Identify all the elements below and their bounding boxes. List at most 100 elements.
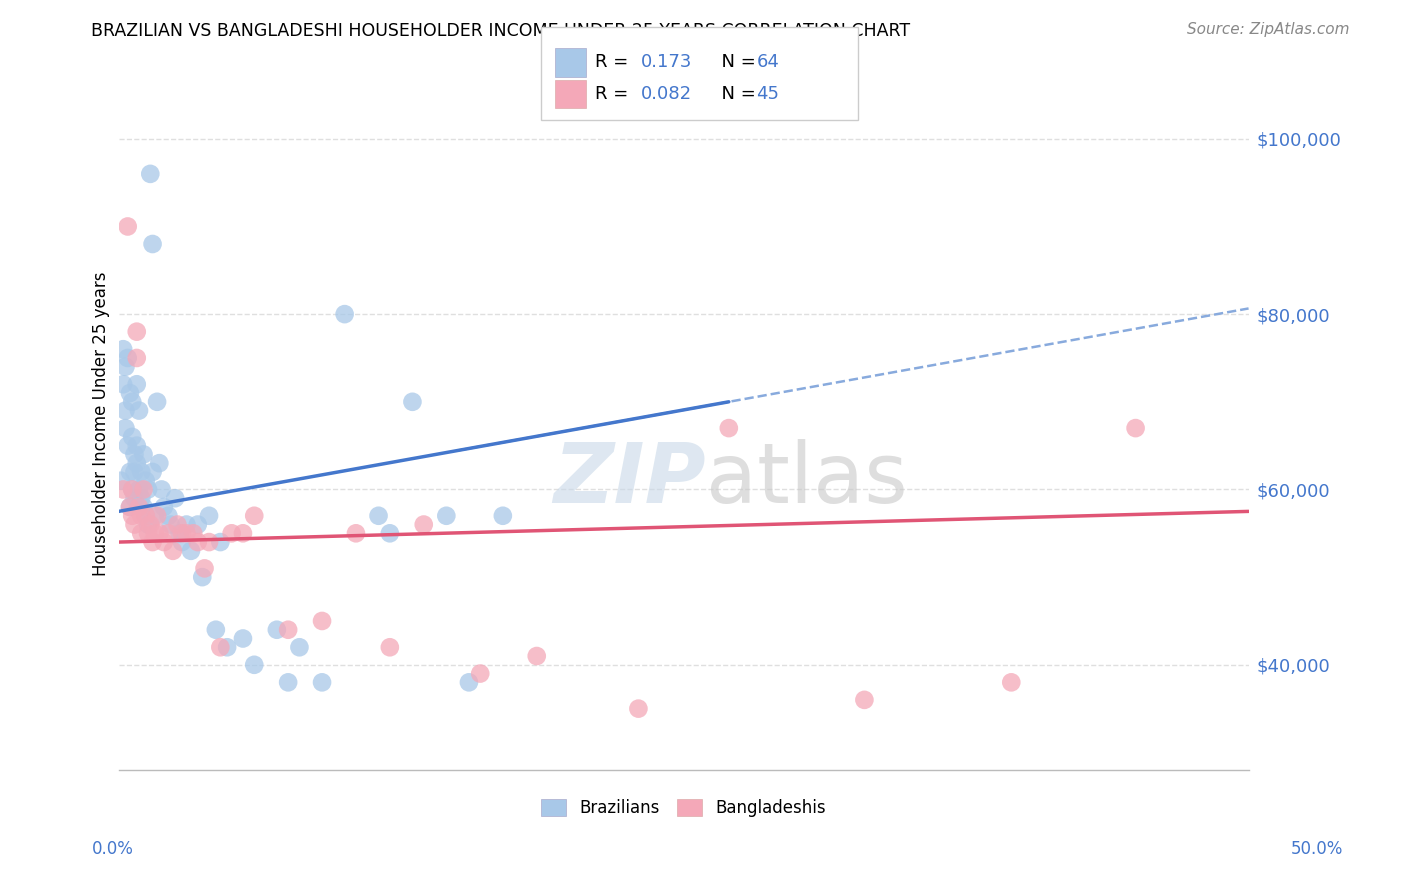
- Text: N =: N =: [710, 86, 762, 103]
- Point: [232, 632, 254, 646]
- Point: [121, 483, 143, 497]
- Point: [124, 491, 146, 506]
- Y-axis label: Householder Income Under 25 years: Householder Income Under 25 years: [93, 271, 110, 576]
- Point: [139, 517, 162, 532]
- Point: [118, 500, 141, 514]
- Point: [117, 439, 139, 453]
- Point: [135, 508, 157, 523]
- Point: [165, 491, 187, 506]
- Point: [243, 508, 266, 523]
- Point: [112, 377, 135, 392]
- Point: [198, 508, 221, 523]
- Point: [146, 394, 169, 409]
- Point: [717, 421, 740, 435]
- Point: [166, 517, 188, 532]
- Point: [118, 386, 141, 401]
- Point: [169, 526, 191, 541]
- Point: [121, 508, 143, 523]
- Point: [153, 535, 176, 549]
- Point: [266, 623, 288, 637]
- Point: [243, 657, 266, 672]
- Point: [124, 517, 146, 532]
- Point: [157, 508, 180, 523]
- Point: [344, 526, 367, 541]
- Point: [136, 526, 159, 541]
- Point: [132, 447, 155, 461]
- Point: [627, 701, 650, 715]
- Point: [125, 325, 148, 339]
- Text: 50.0%: 50.0%: [1291, 840, 1343, 858]
- Point: [434, 508, 457, 523]
- Point: [148, 526, 170, 541]
- Point: [333, 307, 356, 321]
- Point: [129, 508, 152, 523]
- Point: [470, 666, 492, 681]
- Legend: Brazilians, Bangladeshis: Brazilians, Bangladeshis: [534, 792, 832, 824]
- Point: [221, 526, 243, 541]
- Point: [412, 517, 434, 532]
- Point: [125, 456, 148, 470]
- Point: [121, 483, 143, 497]
- Point: [125, 377, 148, 392]
- Point: [277, 623, 299, 637]
- Point: [180, 544, 202, 558]
- Point: [187, 535, 209, 549]
- Point: [176, 526, 198, 541]
- Point: [146, 508, 169, 523]
- Point: [121, 394, 143, 409]
- Point: [209, 640, 232, 655]
- Point: [277, 675, 299, 690]
- Text: 0.173: 0.173: [641, 54, 693, 71]
- Point: [139, 167, 162, 181]
- Point: [162, 544, 184, 558]
- Point: [401, 394, 423, 409]
- Point: [128, 483, 150, 497]
- Point: [143, 526, 166, 541]
- Text: BRAZILIAN VS BANGLADESHI HOUSEHOLDER INCOME UNDER 25 YEARS CORRELATION CHART: BRAZILIAN VS BANGLADESHI HOUSEHOLDER INC…: [91, 22, 911, 40]
- Point: [159, 517, 181, 532]
- Text: R =: R =: [595, 86, 634, 103]
- Point: [129, 465, 152, 479]
- Point: [125, 439, 148, 453]
- Point: [232, 526, 254, 541]
- Point: [114, 359, 136, 374]
- Point: [217, 640, 239, 655]
- Point: [458, 675, 481, 690]
- Point: [526, 648, 548, 663]
- Point: [142, 465, 165, 479]
- Point: [128, 500, 150, 514]
- Text: ZIP: ZIP: [554, 439, 706, 520]
- Point: [311, 675, 333, 690]
- Point: [135, 474, 157, 488]
- Point: [142, 535, 165, 549]
- Point: [311, 614, 333, 628]
- Point: [288, 640, 311, 655]
- Point: [117, 351, 139, 365]
- Text: Source: ZipAtlas.com: Source: ZipAtlas.com: [1187, 22, 1350, 37]
- Point: [157, 526, 180, 541]
- Point: [143, 508, 166, 523]
- Point: [187, 517, 209, 532]
- Point: [129, 491, 152, 506]
- Point: [118, 465, 141, 479]
- Text: N =: N =: [710, 54, 762, 71]
- Point: [378, 526, 401, 541]
- Point: [170, 526, 193, 541]
- Point: [205, 623, 228, 637]
- Point: [129, 526, 152, 541]
- Point: [124, 447, 146, 461]
- Point: [114, 403, 136, 417]
- Point: [853, 693, 876, 707]
- Point: [198, 535, 221, 549]
- Point: [118, 500, 141, 514]
- Point: [125, 351, 148, 365]
- Point: [142, 237, 165, 252]
- Point: [136, 483, 159, 497]
- Point: [128, 403, 150, 417]
- Point: [367, 508, 389, 523]
- Point: [112, 483, 135, 497]
- Point: [191, 570, 214, 584]
- Point: [153, 500, 176, 514]
- Point: [193, 561, 215, 575]
- Text: 64: 64: [756, 54, 779, 71]
